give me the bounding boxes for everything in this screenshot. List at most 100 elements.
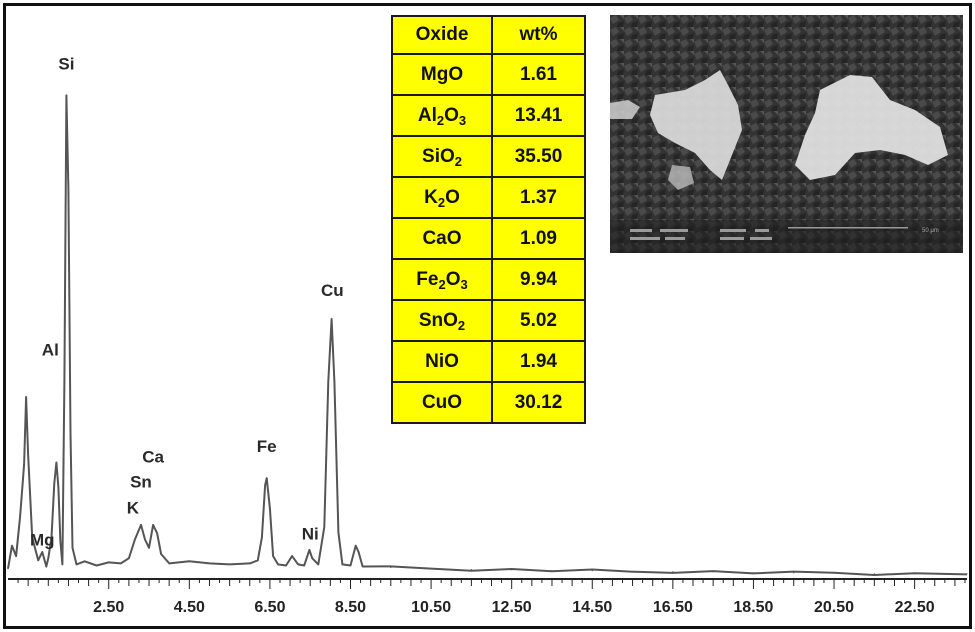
spectrum-point xyxy=(53,482,55,484)
bright-particle xyxy=(650,70,742,180)
table-row: K2O 1.37 xyxy=(391,176,586,219)
oxide-formula-cell: SiO2 xyxy=(391,135,493,178)
spectrum-point xyxy=(7,568,9,570)
spectrum-point xyxy=(160,553,162,555)
spectrum-point xyxy=(37,559,39,561)
spectrum-point xyxy=(148,547,150,549)
micrograph-info-bar xyxy=(630,227,908,240)
spectrum-point xyxy=(120,562,122,565)
oxide-formula-cell: CaO xyxy=(391,217,493,260)
peak-label-al: Al xyxy=(42,340,59,359)
spectrum-point xyxy=(833,572,835,574)
spectrum-point xyxy=(23,464,25,466)
formula-subscript: 2 xyxy=(437,194,446,210)
x-axis: 2.50 4.50 6.50 8.50 10.50 12.50 14.50 16.50 18.5… xyxy=(8,578,967,616)
wt-percent-cell: 9.94 xyxy=(491,258,586,301)
sem-micrograph-image: 50 μm xyxy=(610,15,963,253)
oxide-formula-tail: O xyxy=(444,104,459,126)
oxide-formula: CaO xyxy=(422,227,462,249)
spectrum-point xyxy=(914,573,916,575)
spectrum-point xyxy=(357,551,360,553)
peak-label-ni: Ni xyxy=(302,524,319,543)
spectrum-point xyxy=(355,545,357,547)
oxide-formula-tail: O xyxy=(445,186,460,208)
x-tick-label: 12.50 xyxy=(492,599,532,616)
formula-subscript: 2 xyxy=(438,276,446,292)
table-row: MgO 1.61 xyxy=(391,53,586,96)
spectrum-point xyxy=(793,572,795,574)
spectrum-point xyxy=(156,532,158,534)
spectrum-point xyxy=(297,563,299,566)
spectrum-point xyxy=(11,545,13,547)
spectrum-point xyxy=(75,563,78,566)
table-body: MgO 1.61 Al2O3 13.41 SiO2 35.50 K2O 1.37 CaO 1.09… xyxy=(391,53,586,424)
spectrum-point xyxy=(303,564,305,567)
eds-spectrum-chart: 2.50 4.50 6.50 8.50 10.50 12.50 14.50 16.50 18.5… xyxy=(7,54,968,616)
x-tick-label: 8.50 xyxy=(335,599,366,616)
spectrum-point xyxy=(311,557,313,559)
x-tick-label: 20.50 xyxy=(814,599,854,616)
spectrum-point xyxy=(71,547,74,549)
x-tick-label: 6.50 xyxy=(254,599,285,616)
bright-particle xyxy=(795,75,948,180)
oxide-formula-cell: Al2O3 xyxy=(391,94,493,137)
spectrum-point xyxy=(966,573,968,575)
spectrum-point xyxy=(65,94,68,96)
spectrum-point xyxy=(337,531,340,533)
spectrum-point xyxy=(47,557,49,559)
spectrum-point xyxy=(257,559,259,561)
spectrum-point xyxy=(41,551,43,553)
wt-percent-cell: 1.37 xyxy=(491,176,586,219)
spectrum-point xyxy=(128,557,130,559)
scale-bar-label: 50 μm xyxy=(922,228,939,234)
x-tick-label: 2.50 xyxy=(93,599,124,616)
table-row: CaO 1.09 xyxy=(391,217,586,260)
wt-percent-cell: 13.41 xyxy=(491,94,586,137)
table-row: SiO2 35.50 xyxy=(391,135,586,178)
wt-percent-cell: 1.09 xyxy=(491,217,586,260)
micrograph-drawing: 50 μm xyxy=(610,15,963,253)
spectrum-point xyxy=(67,188,70,190)
oxide-formula-cell: NiO xyxy=(391,340,493,383)
spectrum-point xyxy=(19,516,21,518)
spectrum-point xyxy=(291,555,293,557)
spectrum-point xyxy=(323,526,325,528)
spectrum-point xyxy=(308,549,310,551)
oxide-formula-cell: CuO xyxy=(391,381,493,424)
table-row: CuO 30.12 xyxy=(391,381,586,424)
peak-labels: Si Al Mg Ca Sn K Fe Ni Cu xyxy=(30,54,344,549)
x-tick-label: 14.50 xyxy=(572,599,612,616)
oxide-composition-table: Oxide wt% MgO 1.61 Al2O3 13.41 SiO2 35.50 K2O 1… xyxy=(391,15,586,424)
spectrum-point xyxy=(188,560,190,562)
spectrum-point xyxy=(69,432,72,434)
x-tick-label: 18.50 xyxy=(733,599,773,616)
spectrum-point xyxy=(50,536,53,539)
spectrum-line xyxy=(7,94,968,576)
oxide-formula-tail: O xyxy=(445,268,461,290)
peak-label-cu: Cu xyxy=(321,281,344,300)
wt-percent-cell: 5.02 xyxy=(491,299,586,342)
spectrum-point xyxy=(96,564,98,567)
spectrum-point xyxy=(551,570,553,572)
spectrum-point xyxy=(152,524,154,526)
spectrum-point xyxy=(83,560,86,562)
spectrum-point xyxy=(140,524,142,526)
spectrum-point xyxy=(511,569,513,571)
spectrum-point xyxy=(269,507,271,509)
x-tick-label: 22.50 xyxy=(895,599,935,616)
spectrum-point xyxy=(134,538,136,541)
wt-percent-cell: 35.50 xyxy=(491,135,586,178)
spectrum-point xyxy=(45,565,47,568)
spectrum-point xyxy=(31,536,33,539)
oxide-formula: SiO xyxy=(422,145,455,167)
spectrum-point xyxy=(752,572,755,574)
peak-label-ca: Ca xyxy=(142,448,164,467)
oxide-formula: K xyxy=(424,186,438,208)
formula-subscript: 2 xyxy=(436,112,445,128)
wt-percent-cell: 1.94 xyxy=(491,340,586,383)
spectrum-trace xyxy=(7,94,968,576)
spectrum-point xyxy=(208,562,211,565)
spectrum-point xyxy=(712,571,714,573)
spectrum-point xyxy=(333,380,335,382)
formula-subscript: 2 xyxy=(454,153,462,169)
